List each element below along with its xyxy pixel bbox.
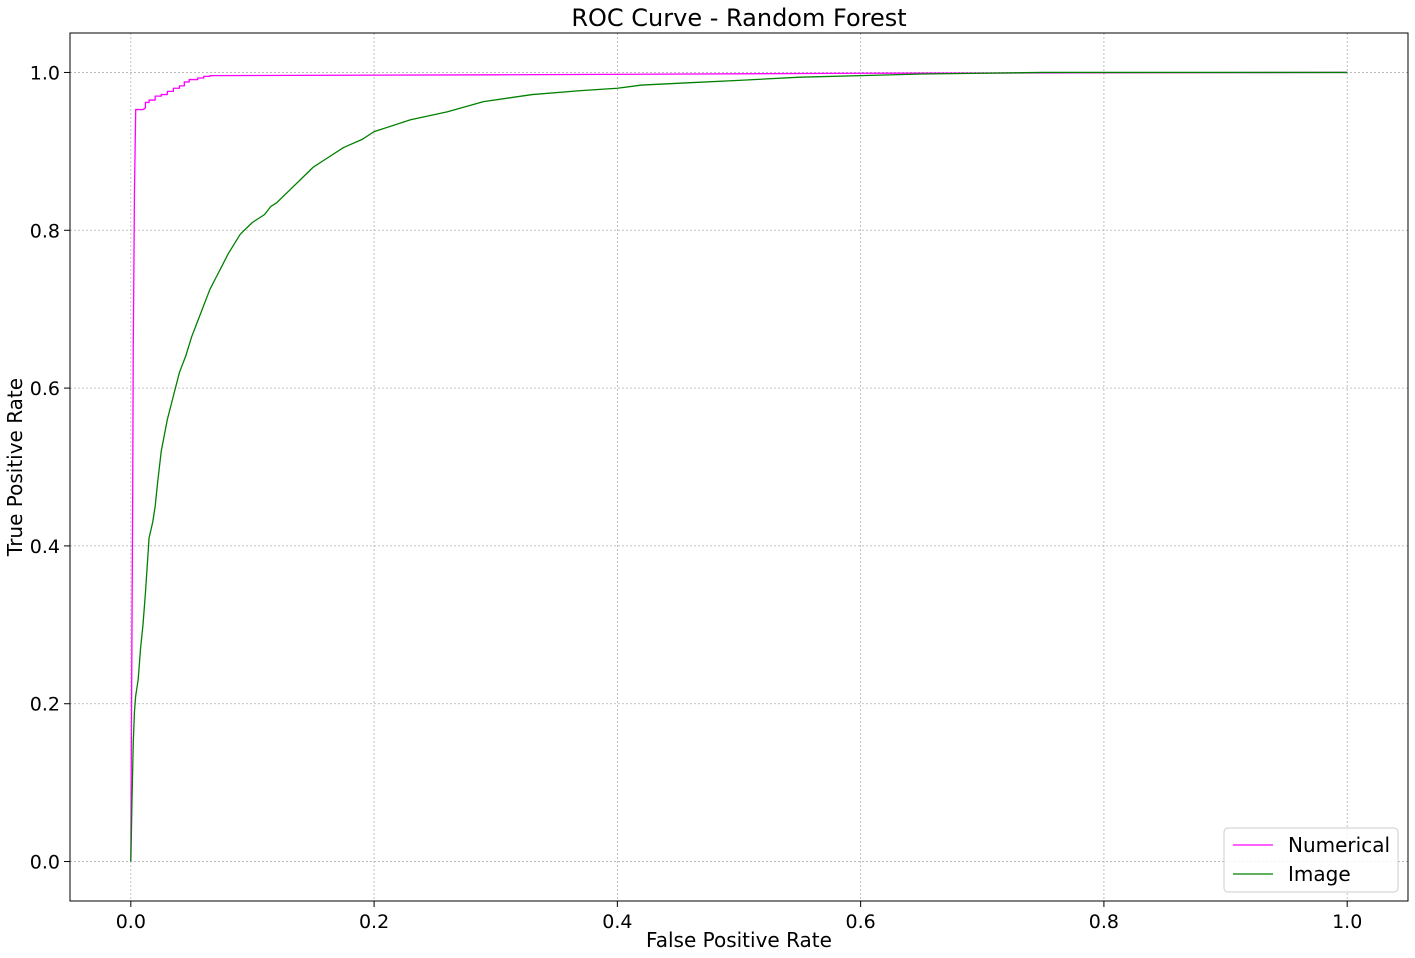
- y-tick-label: 0.8: [30, 220, 60, 242]
- y-axis-label: True Positive Rate: [3, 378, 27, 557]
- y-tick-label: 0.0: [30, 852, 60, 874]
- x-axis-label: False Positive Rate: [646, 928, 832, 952]
- y-tick-label: 0.6: [30, 378, 60, 400]
- plot-frame: [69, 32, 1409, 902]
- y-tick-label: 0.4: [30, 536, 60, 558]
- x-tick-label: 0.4: [602, 911, 632, 933]
- legend-label-numerical: Numerical: [1288, 833, 1390, 857]
- x-tick-label: 0.6: [846, 911, 876, 933]
- series-line-image: [130, 71, 1348, 862]
- legend-label-image: Image: [1288, 862, 1351, 886]
- x-tick-label: 1.0: [1332, 911, 1362, 933]
- x-tick-label: 0.0: [116, 911, 146, 933]
- chart-title: ROC Curve - Random Forest: [571, 4, 906, 32]
- x-tick-label: 0.8: [1089, 911, 1119, 933]
- x-tick-label: 0.2: [359, 911, 389, 933]
- legend: Numerical Image: [1223, 827, 1399, 893]
- series-line-numerical: [130, 71, 1348, 862]
- tick-layer: 0.0 0.2 0.4 0.6 0.8 1.0 0.0 0.2 0.4 0.6 0.8 1.0: [30, 62, 1363, 933]
- y-tick-label: 0.2: [30, 694, 60, 716]
- y-tick-label: 1.0: [30, 62, 60, 84]
- legend-box: [1223, 827, 1399, 893]
- series-layer: [130, 71, 1348, 862]
- grid-layer: [70, 33, 1408, 901]
